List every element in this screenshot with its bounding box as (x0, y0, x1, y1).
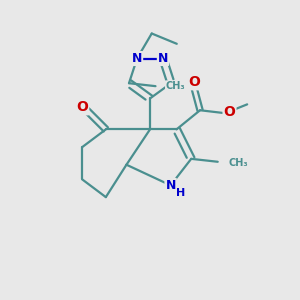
Text: O: O (188, 75, 200, 89)
Text: CH₃: CH₃ (228, 158, 248, 168)
Text: O: O (76, 100, 88, 114)
Text: N: N (165, 179, 176, 192)
Text: N: N (132, 52, 142, 65)
Text: CH₃: CH₃ (166, 81, 185, 91)
Text: N: N (158, 52, 168, 65)
Text: H: H (176, 188, 185, 198)
Text: O: O (224, 105, 236, 119)
